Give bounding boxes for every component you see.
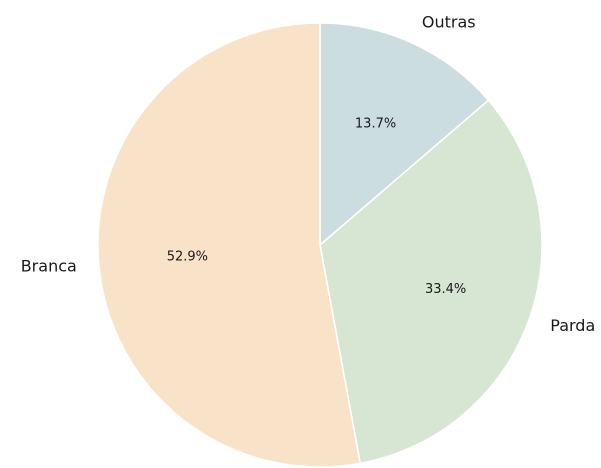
pie-slice-parda — [319, 99, 543, 465]
slice-label-outras: Outras — [422, 13, 476, 32]
slice-label-parda: Parda — [550, 316, 595, 335]
slice-percent-outras: 13.7% — [355, 116, 396, 131]
slice-percent-branca: 52.9% — [167, 250, 208, 265]
slice-percent-parda: 33.4% — [425, 282, 466, 297]
slice-label-branca: Branca — [21, 257, 77, 276]
pie-slice-branca — [97, 22, 362, 468]
pie-slice-outras — [319, 22, 490, 247]
